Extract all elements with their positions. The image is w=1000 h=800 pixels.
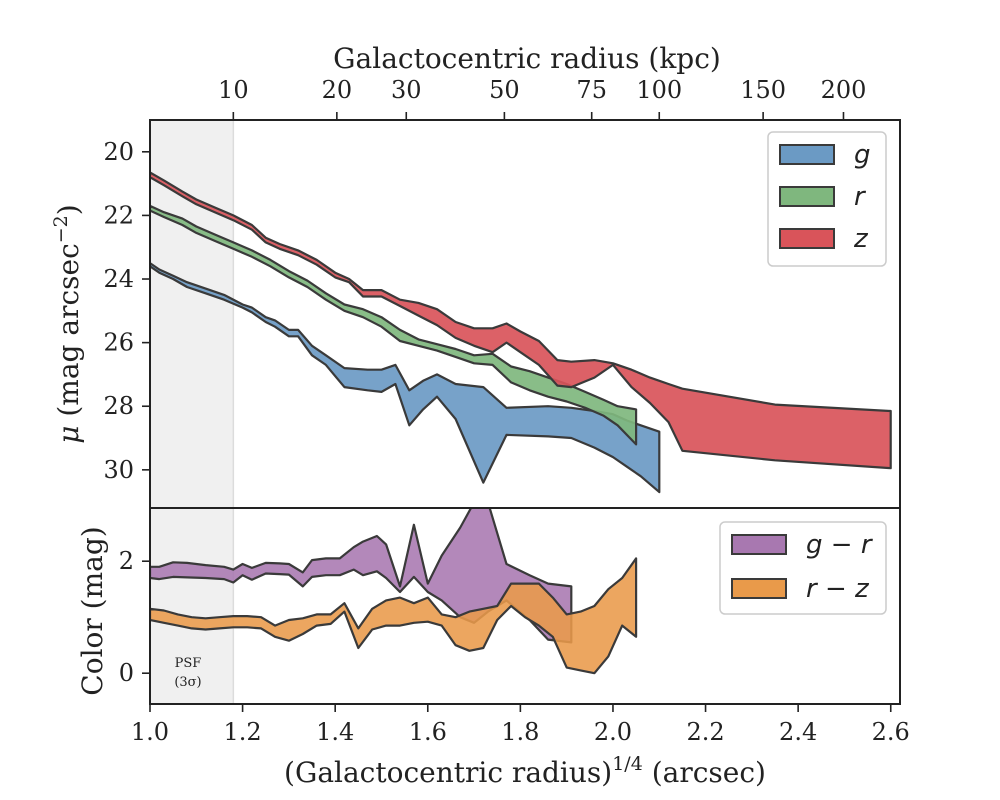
ylabel-main: (mag arcsec: [52, 243, 85, 425]
legend-label-g: g: [854, 140, 871, 170]
top-x-tick-label: 30: [391, 76, 422, 104]
legend-swatch-gr: [731, 534, 787, 555]
psf-label-line2: (3σ): [174, 675, 201, 690]
top-y-axis-label: μ (mag arcsec−2): [50, 204, 85, 443]
bottom-y-axis-label: Color (mag): [76, 526, 109, 695]
top-y-tick-label: 26: [103, 329, 134, 357]
top-y-tick-label: 28: [103, 392, 134, 420]
ylabel-close: ): [52, 204, 85, 215]
psf-label-line1: PSF: [175, 656, 202, 671]
top-x-tick-label: 100: [636, 76, 682, 104]
x-tick-label: 2.0: [594, 718, 632, 746]
x-tick-label: 1.0: [131, 718, 169, 746]
top-x-tick-label: 75: [576, 76, 607, 104]
legend-swatch-r: [779, 186, 835, 207]
x-tick-label: 1.6: [409, 718, 447, 746]
top-y-tick-label: 24: [103, 265, 134, 293]
top-x-tick-label: 20: [322, 76, 353, 104]
series-band-g: [150, 262, 661, 494]
ylabel-exponent: −2: [50, 215, 72, 243]
top-x-axis-label: Galactocentric radius (kpc): [333, 42, 721, 75]
series-band-r: [150, 204, 638, 446]
top-y-tick-label: 20: [103, 138, 134, 166]
sb-series-group: [150, 171, 892, 494]
xlabel-unit: (arcsec): [643, 756, 766, 789]
bottom-legend: g − r r − z: [719, 521, 887, 615]
x-tick-label: 2.2: [686, 718, 724, 746]
top-x-tick-label: 150: [740, 76, 786, 104]
x-tick-label: 2.6: [872, 718, 910, 746]
top-x-tick-label: 50: [489, 76, 520, 104]
top-y-tick-label: 30: [103, 456, 134, 484]
bottom-x-axis-label: (Galactocentric radius)1/4 (arcsec): [284, 753, 766, 789]
axis-ticks: 1.0 1.2 1.4 1.6 1.8 2.0 2.2 2.4 2.6 0 2 20 22 24 26 28 3…: [103, 76, 909, 746]
xlabel-main: (Galactocentric radius): [284, 756, 612, 789]
bottom-y-tick-label: 2: [119, 547, 134, 575]
legend-swatch-g: [779, 144, 835, 165]
legend-label-rz: r − z: [806, 574, 870, 604]
legend-label-gr: g − r: [806, 530, 874, 560]
x-tick-label: 1.4: [316, 718, 354, 746]
legend-label-z: z: [853, 224, 869, 254]
legend-label-r: r: [854, 182, 867, 212]
bottom-panel-frame: [149, 507, 901, 705]
series-band-z: [150, 171, 892, 470]
mu-symbol: μ: [52, 426, 85, 444]
color-series-group: [150, 508, 638, 675]
top-x-tick-label: 200: [821, 76, 867, 104]
x-tick-label: 1.8: [501, 718, 539, 746]
top-y-tick-label: 22: [103, 201, 134, 229]
xlabel-exponent: 1/4: [612, 753, 643, 775]
x-tick-label: 2.4: [779, 718, 817, 746]
legend-swatch-rz: [731, 578, 787, 599]
bottom-y-tick-label: 0: [119, 659, 134, 687]
top-x-tick-label: 10: [218, 76, 249, 104]
psf-region-bottom: [150, 508, 234, 704]
legend-swatch-z: [779, 228, 835, 249]
psf-region-top: [150, 120, 234, 508]
color-band-rz: [150, 557, 638, 675]
top-legend: grz: [767, 131, 887, 267]
x-tick-label: 1.2: [224, 718, 262, 746]
